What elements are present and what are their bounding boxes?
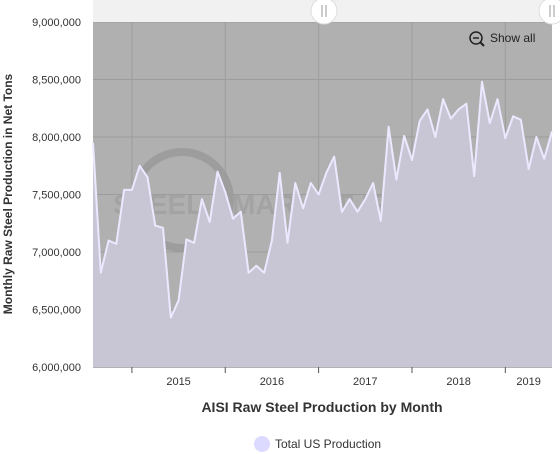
data-point[interactable] bbox=[541, 156, 547, 162]
y-tick-label: 8,000,000 bbox=[32, 132, 81, 144]
data-point[interactable] bbox=[183, 236, 189, 242]
y-tick-label: 6,000,000 bbox=[32, 362, 81, 374]
zoom-out-icon bbox=[469, 31, 485, 47]
data-point[interactable] bbox=[308, 180, 314, 186]
y-axis-labels: 6,000,000 6,500,000 7,000,000 7,500,000 8,00… bbox=[32, 17, 81, 374]
data-point[interactable] bbox=[386, 124, 392, 130]
data-point[interactable] bbox=[401, 133, 407, 139]
y-tick-label: 8,500,000 bbox=[32, 75, 81, 87]
data-point[interactable] bbox=[378, 218, 384, 224]
data-point[interactable] bbox=[533, 134, 539, 140]
legend: Total US Production bbox=[254, 436, 381, 452]
data-point[interactable] bbox=[253, 263, 259, 269]
legend-marker[interactable] bbox=[254, 436, 270, 452]
data-point[interactable] bbox=[417, 118, 423, 124]
range-selector bbox=[93, 0, 560, 25]
data-point[interactable] bbox=[160, 225, 166, 231]
data-point[interactable] bbox=[331, 154, 337, 160]
data-point[interactable] bbox=[370, 180, 376, 186]
legend-series-label[interactable]: Total US Production bbox=[275, 437, 381, 451]
data-point[interactable] bbox=[526, 166, 532, 172]
x-tick-label: 2015 bbox=[166, 376, 190, 388]
data-point[interactable] bbox=[440, 96, 446, 102]
data-point[interactable] bbox=[292, 180, 298, 186]
y-tick-label: 9,000,000 bbox=[32, 17, 81, 29]
data-point[interactable] bbox=[145, 174, 151, 180]
data-point[interactable] bbox=[222, 189, 228, 195]
y-tick-label: 6,500,000 bbox=[32, 305, 81, 317]
data-point[interactable] bbox=[502, 135, 508, 141]
data-point[interactable] bbox=[90, 140, 96, 146]
data-point[interactable] bbox=[191, 240, 197, 246]
data-point[interactable] bbox=[448, 116, 454, 122]
data-point[interactable] bbox=[152, 223, 158, 229]
data-point[interactable] bbox=[549, 128, 555, 134]
data-point[interactable] bbox=[409, 157, 415, 163]
data-point[interactable] bbox=[238, 209, 244, 215]
data-point[interactable] bbox=[246, 270, 252, 276]
data-point[interactable] bbox=[300, 205, 306, 211]
data-point[interactable] bbox=[456, 106, 462, 112]
data-point[interactable] bbox=[207, 219, 213, 225]
show-all-button[interactable]: Show all bbox=[469, 31, 535, 47]
data-point[interactable] bbox=[269, 238, 275, 244]
data-point[interactable] bbox=[463, 101, 469, 107]
data-point[interactable] bbox=[362, 196, 368, 202]
data-point[interactable] bbox=[137, 163, 143, 169]
data-point[interactable] bbox=[487, 120, 493, 126]
data-point[interactable] bbox=[199, 196, 205, 202]
show-all-label: Show all bbox=[490, 31, 535, 45]
data-point[interactable] bbox=[479, 79, 485, 85]
data-point[interactable] bbox=[261, 270, 267, 276]
data-point[interactable] bbox=[347, 196, 353, 202]
data-point[interactable] bbox=[215, 169, 221, 175]
x-tick-label: 2019 bbox=[516, 376, 540, 388]
y-tick-label: 7,000,000 bbox=[32, 247, 81, 259]
data-point[interactable] bbox=[277, 170, 283, 176]
data-point[interactable] bbox=[495, 96, 501, 102]
data-point[interactable] bbox=[168, 315, 174, 321]
data-point[interactable] bbox=[425, 106, 431, 112]
data-point[interactable] bbox=[285, 240, 291, 246]
data-point[interactable] bbox=[230, 216, 236, 222]
x-axis-title: AISI Raw Steel Production by Month bbox=[201, 399, 442, 415]
x-tick-label: 2017 bbox=[353, 376, 377, 388]
range-handle-right[interactable] bbox=[538, 0, 560, 25]
data-point[interactable] bbox=[339, 209, 345, 215]
data-point[interactable] bbox=[432, 134, 438, 140]
data-point[interactable] bbox=[176, 297, 182, 303]
data-point[interactable] bbox=[316, 192, 322, 198]
y-tick-label: 7,500,000 bbox=[32, 190, 81, 202]
data-point[interactable] bbox=[393, 177, 399, 183]
range-handle-left[interactable] bbox=[310, 0, 338, 25]
series-area bbox=[93, 81, 552, 368]
data-point[interactable] bbox=[113, 241, 119, 247]
x-tick-label: 2016 bbox=[260, 376, 284, 388]
y-axis-title: Monthly Raw Steel Production in Net Tons bbox=[1, 73, 15, 314]
series-line[interactable] bbox=[92, 80, 553, 319]
data-point[interactable] bbox=[129, 187, 135, 193]
series-layer bbox=[90, 79, 555, 368]
x-axis-labels: 2015 2016 2017 2018 2019 bbox=[166, 376, 541, 388]
data-point[interactable] bbox=[471, 173, 477, 179]
data-point[interactable] bbox=[121, 187, 127, 193]
data-point[interactable] bbox=[355, 209, 361, 215]
x-tick-label: 2018 bbox=[446, 376, 470, 388]
data-point[interactable] bbox=[518, 117, 524, 123]
data-point[interactable] bbox=[323, 170, 329, 176]
data-point[interactable] bbox=[510, 113, 516, 119]
data-point[interactable] bbox=[106, 238, 112, 244]
data-point[interactable] bbox=[98, 270, 104, 276]
